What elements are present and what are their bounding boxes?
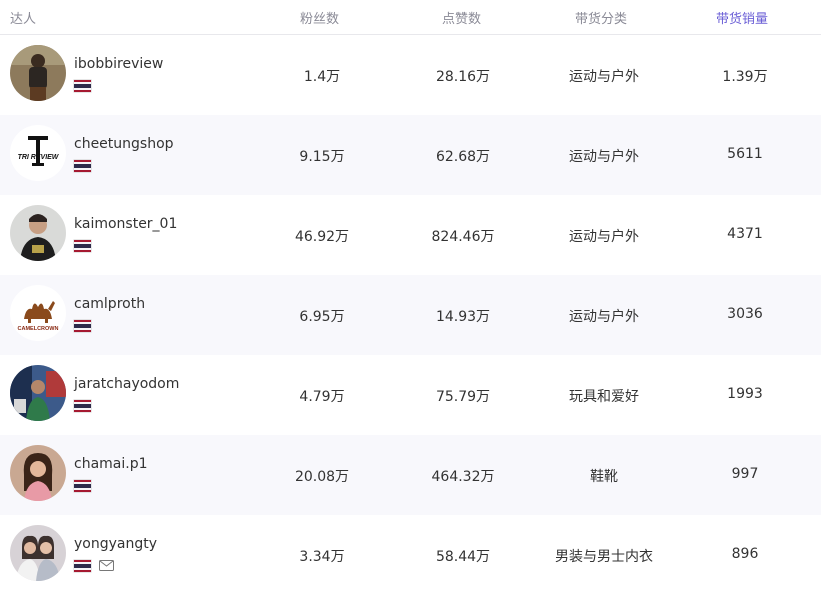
table-row[interactable]: kaimonster_01 46.92万 824.46万 运动与户外 4371	[0, 195, 821, 275]
thailand-flag-icon	[74, 160, 91, 172]
likes-count: 464.32万	[431, 469, 495, 485]
thailand-flag-icon	[74, 80, 91, 92]
talent-name[interactable]: yongyangty	[74, 536, 158, 552]
talent-name[interactable]: camlproth	[74, 296, 146, 312]
sales-volume: 4371	[727, 226, 763, 242]
column-header-category: 带货分类	[575, 12, 628, 27]
table-row[interactable]: CAMELCROWN camlproth 6.95万 14.93万 运动与户外 …	[0, 275, 821, 355]
likes-count: 58.44万	[435, 549, 491, 565]
column-header-likes[interactable]: 点赞数	[442, 12, 482, 27]
sales-volume: 5611	[727, 146, 763, 162]
sales-volume: 3036	[727, 306, 763, 322]
fans-count: 9.15万	[299, 149, 345, 165]
talent-name[interactable]: cheetungshop	[74, 136, 174, 152]
avatar[interactable]	[10, 445, 66, 501]
sales-volume: 1.39万	[722, 69, 768, 85]
avatar[interactable]	[10, 365, 66, 421]
column-header-fans[interactable]: 粉丝数	[300, 12, 340, 27]
likes-count: 28.16万	[435, 69, 491, 85]
sales-category: 运动与户外	[569, 149, 639, 165]
avatar[interactable]: TRI REVIEW	[10, 125, 66, 181]
sales-category: 玩具和爱好	[569, 389, 639, 405]
table-row[interactable]: jaratchayodom 4.79万 75.79万 玩具和爱好 1993	[0, 355, 821, 435]
avatar[interactable]	[10, 45, 66, 101]
sales-category: 运动与户外	[569, 69, 639, 85]
thailand-flag-icon	[74, 240, 91, 252]
likes-count: 14.93万	[435, 309, 491, 325]
sales-volume: 997	[731, 466, 759, 482]
thailand-flag-icon	[74, 480, 91, 492]
fans-count: 6.95万	[299, 309, 345, 325]
talent-name[interactable]: ibobbireview	[74, 56, 164, 72]
table-header: 达人 粉丝数 点赞数 带货分类 带货销量	[0, 0, 821, 35]
sales-category: 鞋靴	[590, 469, 618, 485]
fans-count: 1.4万	[303, 69, 341, 85]
logo-text: CAMELCROWN	[18, 326, 59, 332]
table-row[interactable]: ibobbireview 1.4万 28.16万 运动与户外 1.39万	[0, 35, 821, 115]
mail-icon[interactable]	[99, 560, 114, 571]
likes-count: 75.79万	[435, 389, 491, 405]
sales-volume: 1993	[727, 386, 763, 402]
sales-category: 男装与男士内衣	[555, 549, 653, 565]
thailand-flag-icon	[74, 400, 91, 412]
thailand-flag-icon	[74, 320, 91, 332]
table-row[interactable]: yongyangty 3.34万 58.44万 男装与男士内衣 896	[0, 515, 821, 595]
column-header-sales[interactable]: 带货销量	[716, 12, 769, 27]
avatar[interactable]: CAMELCROWN	[10, 285, 66, 341]
column-header-talent: 达人	[10, 12, 37, 27]
fans-count: 3.34万	[299, 549, 345, 565]
talent-name[interactable]: kaimonster_01	[74, 216, 178, 232]
avatar[interactable]	[10, 525, 66, 581]
sales-volume: 896	[731, 546, 759, 562]
fans-count: 4.79万	[299, 389, 345, 405]
sales-category: 运动与户外	[569, 229, 639, 245]
table-row[interactable]: TRI REVIEW cheetungshop 9.15万 62.68万 运动与…	[0, 115, 821, 195]
fans-count: 46.92万	[294, 229, 350, 245]
talent-name[interactable]: chamai.p1	[74, 456, 148, 472]
avatar[interactable]	[10, 205, 66, 261]
table-row[interactable]: chamai.p1 20.08万 464.32万 鞋靴 997	[0, 435, 821, 515]
talent-name[interactable]: jaratchayodom	[74, 376, 180, 392]
thailand-flag-icon	[74, 560, 91, 572]
likes-count: 824.46万	[431, 229, 495, 245]
likes-count: 62.68万	[435, 149, 491, 165]
fans-count: 20.08万	[294, 469, 350, 485]
logo-text: TRI REVIEW	[18, 154, 60, 161]
sales-category: 运动与户外	[569, 309, 639, 325]
